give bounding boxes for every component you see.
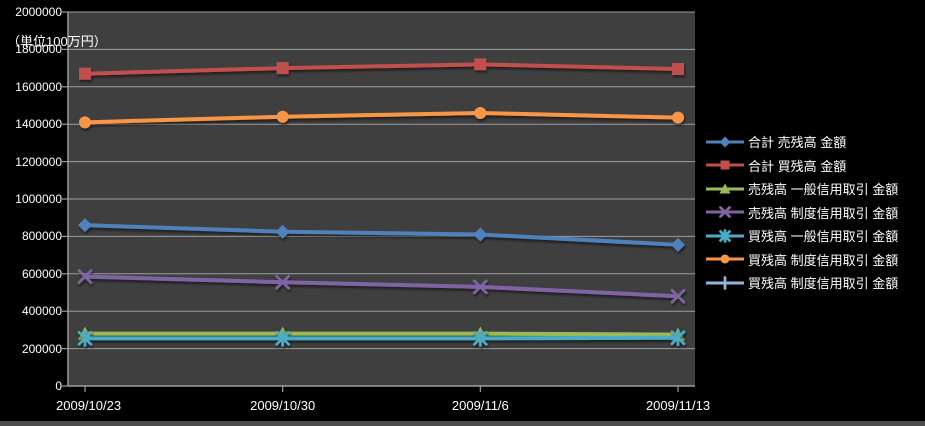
- series-line: [84, 62, 679, 76]
- legend-marker-icon: [706, 160, 744, 170]
- y-axis-label: 1000000: [15, 192, 62, 206]
- data-point-marker: [77, 329, 93, 347]
- y-axis-label: 1800000: [15, 42, 62, 57]
- y-axis-label: 2000000: [15, 5, 62, 19]
- data-point-marker: [718, 275, 732, 290]
- data-point-marker: [672, 63, 684, 76]
- y-axis-label: 1200000: [15, 154, 62, 169]
- x-axis-label: 2009/10/30: [250, 398, 316, 413]
- legend-marker-icon: [706, 228, 744, 243]
- legend-item: 売残高 一般信用取引 金額: [706, 177, 898, 201]
- legend-item-label: 合計 買残高 金額: [748, 158, 847, 174]
- legend-item-label: 売残高 制度信用取引 金額: [748, 205, 899, 221]
- legend-item-label: 買残高 一般信用取引 金額: [748, 229, 899, 245]
- y-axis-label: 0: [55, 379, 62, 393]
- legend-item: 合計 売残高 金額: [706, 130, 898, 154]
- legend-item: 合計 買残高 金額: [706, 154, 898, 178]
- series-3: [77, 269, 686, 304]
- data-point-marker: [473, 227, 488, 242]
- series-1: [79, 58, 684, 80]
- data-point-marker: [670, 329, 686, 347]
- legend-marker-icon: [706, 183, 744, 194]
- data-point-marker: [670, 288, 686, 304]
- legend-item: 売残高 制度信用取引 金額: [706, 201, 898, 225]
- y-axis-label: 1400000: [15, 117, 62, 132]
- data-point-marker: [719, 206, 731, 219]
- y-axis-label: 1600000: [15, 79, 62, 94]
- legend-item: 買残高 制度信用取引 金額: [706, 271, 898, 295]
- data-point-marker: [474, 58, 487, 71]
- data-point-marker: [671, 237, 685, 252]
- data-point-marker: [719, 228, 731, 243]
- data-point-marker: [79, 116, 91, 129]
- legend-item-label: 買残高 制度信用取引 金額: [748, 276, 899, 292]
- data-point-marker: [719, 183, 731, 194]
- legend-marker-icon: [706, 275, 744, 290]
- legend-marker-icon: [706, 206, 744, 219]
- series-0: [78, 218, 685, 252]
- data-point-marker: [275, 274, 291, 290]
- series-4: [77, 329, 686, 347]
- series-line: [85, 331, 679, 337]
- y-axis-label: 200000: [21, 341, 62, 356]
- series-5: [79, 106, 684, 129]
- data-point-marker: [276, 110, 289, 123]
- data-point-marker: [474, 106, 487, 119]
- chart-frame-bottom-edge: [0, 421, 925, 426]
- x-axis-label: 2009/10/23: [56, 398, 122, 413]
- y-axis-label: 400000: [21, 304, 62, 319]
- legend-item-label: 買残高 制度信用取引 金額: [748, 252, 899, 268]
- data-point-marker: [275, 329, 291, 347]
- legend-item: 買残高 制度信用取引 金額: [706, 248, 898, 272]
- legend-item: 買残高 一般信用取引 金額: [706, 224, 898, 248]
- data-point-marker: [472, 279, 488, 295]
- legend-item-label: 売残高 一般信用取引 金額: [748, 182, 899, 198]
- x-axis-label: 2009/11/6: [451, 398, 509, 413]
- data-point-marker: [672, 111, 684, 124]
- unit-label: （単位100万円）: [7, 34, 107, 49]
- series-line: [84, 223, 679, 247]
- data-point-marker: [719, 136, 731, 148]
- data-point-marker: [276, 62, 289, 75]
- data-point-marker: [720, 254, 730, 264]
- y-axis-label: 800000: [21, 229, 62, 244]
- data-point-marker: [472, 329, 488, 347]
- series-line: [84, 110, 679, 125]
- legend-item-label: 合計 売残高 金額: [748, 135, 847, 151]
- series-line: [85, 335, 679, 341]
- legend-marker-icon: [706, 136, 744, 148]
- series-line: [84, 274, 679, 299]
- x-axis-label: 2009/11/13: [645, 398, 711, 413]
- legend-marker-icon: [706, 254, 744, 264]
- data-point-marker: [79, 67, 91, 80]
- legend: 合計 売残高 金額 合計 買残高 金額売残高 一般信用取引 金額 売残高 制度信用取…: [706, 130, 898, 295]
- data-point-marker: [720, 160, 730, 170]
- data-point-marker: [77, 269, 93, 285]
- data-point-marker: [78, 218, 92, 233]
- y-axis-label: 600000: [21, 266, 62, 281]
- data-point-marker: [275, 224, 290, 239]
